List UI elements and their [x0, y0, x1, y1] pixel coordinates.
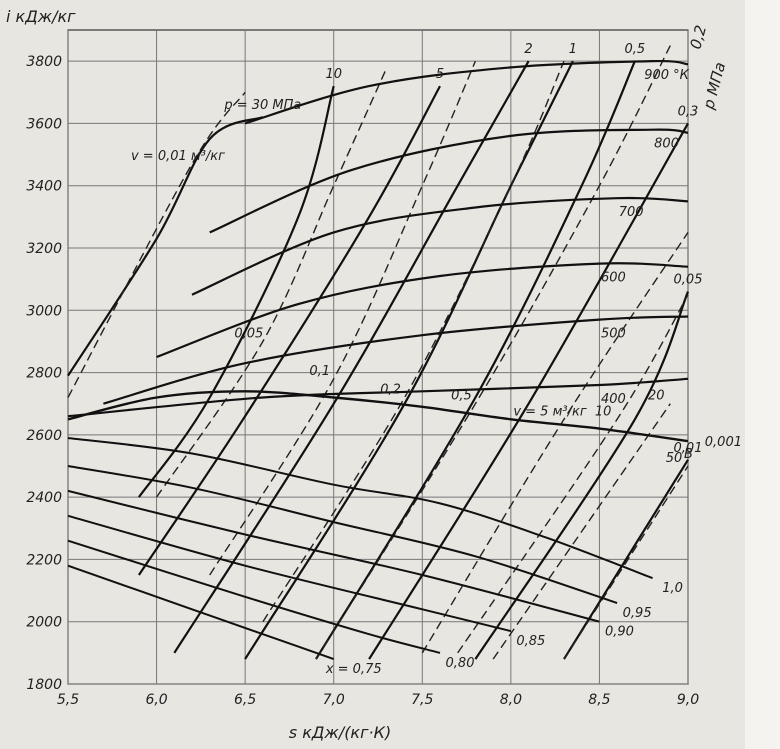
- isochore-label-0.05: 0,05: [234, 326, 263, 341]
- isobar-0.3: [368, 122, 689, 660]
- x-tick-label: 7,5: [411, 692, 433, 708]
- isobar-5: [137, 85, 441, 576]
- dryness-0.80: [67, 539, 441, 654]
- x-tick-label: 6,5: [234, 692, 256, 708]
- isotherm-600: [156, 262, 689, 359]
- isotherm-label-700: 700: [619, 205, 644, 220]
- isochore-label-10: 10: [595, 404, 612, 419]
- isotherm-label-600: 600: [601, 271, 626, 286]
- isobar-label-0.5: 0,5: [625, 42, 646, 57]
- isobar-label-2: 2: [524, 42, 532, 57]
- isotherm-label-900: 900 °К: [644, 68, 689, 83]
- isotherm-500: [103, 315, 689, 405]
- isobar-label-5: 5: [436, 67, 444, 82]
- annotation-0001: 0,001: [705, 435, 742, 450]
- isobar-0.05: [474, 291, 690, 660]
- isotherm-900: [244, 59, 689, 125]
- isochore-0.2: [262, 60, 565, 623]
- curves: [67, 45, 690, 661]
- paper-margin: [745, 0, 780, 749]
- x-axis-label: s кДж/(кг·К): [289, 723, 391, 742]
- isobar-10: [138, 85, 335, 498]
- x-tick-label: 9,0: [677, 692, 699, 708]
- y-tick-label: 2200: [26, 552, 62, 568]
- isochore-5: [421, 232, 689, 654]
- saturation-label-b: B: [684, 447, 693, 462]
- y-tick-label: 3600: [26, 116, 62, 132]
- dryness-0.90: [67, 489, 600, 623]
- dryness-label-0.90: 0,90: [605, 625, 634, 640]
- y-tick-label: 2800: [26, 366, 62, 382]
- isotherm-label-800: 800: [654, 137, 679, 152]
- ticks: 5,5 6,0 6,5 7,0 7,5 8,0 8,5 9,0 1800 2000 2200 2400…: [26, 54, 699, 708]
- isotherm-label-400: 400: [601, 392, 626, 407]
- isochore-label-0.2: 0,2: [380, 382, 401, 397]
- x-tick-label: 8,0: [500, 692, 522, 708]
- x-tick-label: 5,5: [57, 692, 79, 708]
- dryness-label-0.95: 0,95: [623, 606, 652, 621]
- annotation-02: 0,2: [686, 23, 710, 51]
- curve-labels: p = 30 МПа 10 5 2 1 0,5 0,3 0,05 0,01 v = 0,01 м³…: [131, 42, 702, 677]
- dryness-0.75: [67, 564, 335, 661]
- isotherm-400: [67, 377, 689, 418]
- saturation-curve: [67, 390, 689, 443]
- dryness-label-0.75: x = 0,75: [325, 662, 382, 677]
- isochore-label-0.1: 0,1: [309, 364, 330, 379]
- y-tick-label: 3800: [26, 54, 62, 70]
- dryness-0.85: [67, 514, 512, 633]
- isochore-label-0.01: v = 0,01 м³/кг: [131, 149, 225, 164]
- dryness-label-1.0: 1,0: [662, 581, 683, 596]
- isotherm-label-500: 500: [601, 327, 626, 342]
- isotherm-800: [209, 128, 689, 234]
- isochore-50: [563, 465, 689, 660]
- isobar-1: [244, 60, 574, 660]
- isochore-10: [457, 294, 689, 654]
- isochore-0.01: [67, 91, 246, 398]
- y-tick-label: 3200: [26, 241, 62, 257]
- dryness-1.0: [67, 437, 653, 580]
- y-tick-label: 3000: [26, 303, 62, 319]
- isobar-label-10: 10: [325, 67, 342, 82]
- x-tick-label: 6,0: [145, 692, 167, 708]
- isochore-label-5: v = 5 м³/кг: [513, 404, 587, 419]
- y-tick-label: 2000: [26, 615, 62, 631]
- dryness-label-0.85: 0,85: [516, 634, 545, 649]
- isochore-label-20: 20: [648, 389, 665, 404]
- isochore-0.1: [209, 60, 477, 576]
- x-tick-label: 8,5: [588, 692, 610, 708]
- y-tick-label: 3400: [26, 179, 62, 195]
- isochore-20: [492, 403, 671, 660]
- dryness-0.95: [67, 465, 618, 604]
- y-tick-label: 2400: [26, 490, 62, 506]
- isotherm-700: [191, 196, 689, 296]
- isochore-label-50: 50: [666, 451, 683, 466]
- isochore-label-0.5: 0,5: [451, 389, 472, 404]
- dryness-label-0.80: 0,80: [446, 656, 475, 671]
- isochore-0.05: [156, 67, 388, 498]
- x-tick-label: 7,0: [323, 692, 345, 708]
- y-tick-label: 1800: [26, 677, 62, 693]
- isobar-label-0.05: 0,05: [674, 273, 703, 288]
- isobar-label-0.3: 0,3: [678, 104, 699, 119]
- isobar-label-0.01: 0,01: [674, 441, 703, 456]
- isobar-30: [67, 116, 264, 377]
- y-tick-label: 2600: [26, 428, 62, 444]
- grid: [67, 29, 689, 685]
- y-axis-label: i кДж/кг: [6, 7, 76, 26]
- isobar-label-30: p = 30 МПа: [223, 98, 301, 113]
- isobar-label-1: 1: [569, 42, 577, 57]
